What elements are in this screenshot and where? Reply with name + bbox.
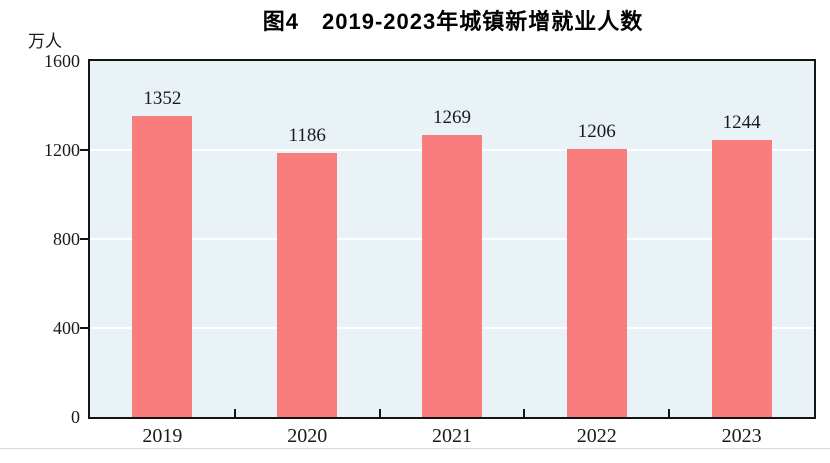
bar-2020 bbox=[277, 153, 338, 417]
bar-value-label: 1269 bbox=[432, 106, 471, 128]
x-axis-tick bbox=[378, 409, 381, 417]
bar-value-label: 1352 bbox=[143, 88, 182, 110]
x-category-label: 2022 bbox=[576, 425, 617, 447]
y-tick-label: 1600 bbox=[44, 51, 80, 71]
x-axis-tick bbox=[668, 409, 671, 417]
y-axis-tick bbox=[80, 238, 88, 240]
plot-area: 1352 1186 1269 1206 1244 bbox=[80, 59, 816, 419]
y-tick-label: 400 bbox=[53, 318, 80, 338]
bar-2023 bbox=[711, 140, 772, 417]
bar-value-label: 1186 bbox=[288, 125, 326, 147]
x-category-label: 2020 bbox=[287, 425, 328, 447]
bar-2022 bbox=[566, 148, 627, 417]
bar-2019 bbox=[132, 116, 193, 417]
x-axis-tick bbox=[233, 409, 236, 417]
x-axis-labels: 2019 2020 2021 2022 2023 bbox=[90, 425, 814, 448]
y-tick-label: 800 bbox=[53, 229, 80, 249]
y-tick-label: 1200 bbox=[44, 140, 80, 160]
x-axis-tick bbox=[523, 409, 526, 417]
y-axis-unit-label: 万人 bbox=[28, 32, 62, 51]
y-axis-tick bbox=[80, 149, 88, 151]
y-tick-label: 0 bbox=[71, 407, 80, 427]
bar-2021 bbox=[422, 134, 482, 417]
bar-value-label: 1244 bbox=[722, 112, 761, 134]
x-category-label: 2021 bbox=[431, 425, 472, 447]
x-category-label: 2019 bbox=[142, 425, 183, 447]
y-axis-labels: 0 400 800 1200 1600 bbox=[0, 0, 80, 463]
bottom-separator-line bbox=[0, 448, 830, 449]
bar-value-label: 1206 bbox=[577, 120, 616, 142]
x-category-label: 2023 bbox=[721, 425, 762, 447]
chart-title: 图4 2019-2023年城镇新增就业人数 bbox=[262, 9, 644, 34]
y-axis-tick bbox=[80, 327, 88, 329]
